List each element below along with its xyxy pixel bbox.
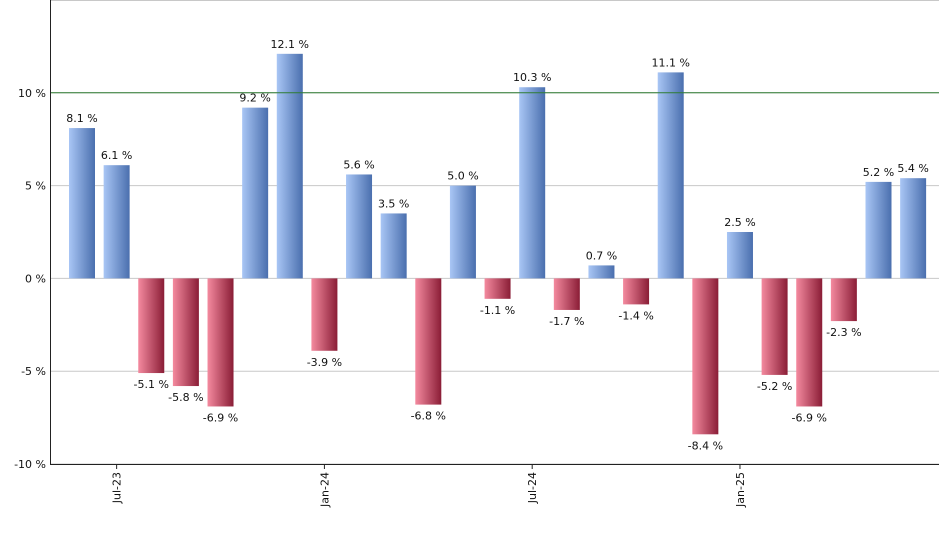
data-label: 3.5 % (378, 197, 409, 210)
data-label: 8.1 % (66, 112, 97, 125)
data-label: -5.1 % (134, 378, 169, 391)
bar (519, 87, 546, 279)
data-label: 5.2 % (863, 166, 894, 179)
bar (242, 107, 269, 279)
bar (346, 174, 373, 279)
data-label: -6.9 % (792, 411, 827, 424)
data-label: 12.1 % (271, 38, 309, 51)
x-tick-label: Jan-24 (318, 472, 331, 508)
data-label: 2.5 % (724, 216, 755, 229)
bar (311, 278, 338, 351)
data-label: -5.8 % (168, 391, 203, 404)
x-tick-label: Jul-23 (111, 472, 124, 504)
y-tick-label: 10 % (18, 87, 46, 100)
bar (657, 72, 684, 279)
data-label: 5.0 % (447, 170, 478, 183)
bar (380, 213, 407, 279)
data-label: -6.9 % (203, 411, 238, 424)
data-label: -8.4 % (688, 439, 723, 452)
data-label: 5.4 % (897, 162, 928, 175)
data-label: -1.7 % (549, 315, 584, 328)
y-tick-label: -10 % (14, 458, 46, 471)
bar (103, 165, 130, 279)
bar (900, 178, 927, 279)
bar (761, 278, 788, 375)
bar (830, 278, 857, 322)
data-label: 9.2 % (239, 92, 270, 105)
y-tick-label: 5 % (25, 180, 46, 193)
data-label: 10.3 % (513, 71, 551, 84)
bar (553, 278, 580, 310)
bar (692, 278, 719, 435)
data-label: -2.3 % (826, 326, 861, 339)
data-label: -6.8 % (411, 410, 446, 423)
bar (138, 278, 165, 374)
bar (69, 128, 95, 279)
x-tick-label: Jul-24 (526, 472, 539, 504)
bar (276, 53, 303, 279)
data-label: -5.2 % (757, 380, 792, 393)
axes: -10 % -5 % 0 % 5 % 10 % Jul-23 Jan-24 Jul-24 Jan… (14, 0, 939, 508)
bar (172, 278, 199, 387)
bars (69, 53, 927, 435)
y-tick-label: 0 % (25, 272, 46, 285)
data-label: 0.7 % (586, 249, 617, 262)
bar (796, 278, 823, 407)
bar (207, 278, 234, 407)
bar (415, 278, 442, 405)
data-label: -3.9 % (307, 356, 342, 369)
y-tick-label: -5 % (21, 365, 46, 378)
bar (449, 185, 476, 279)
data-label: 6.1 % (101, 149, 132, 162)
bar (726, 232, 753, 279)
bar (588, 265, 615, 279)
data-label: 5.6 % (343, 158, 374, 171)
value-labels: 8.1 %6.1 %-5.1 %-5.8 %-6.9 %9.2 %12.1 %-… (66, 38, 929, 452)
bar (623, 278, 650, 305)
bar (484, 278, 511, 299)
x-tick-label: Jan-25 (734, 472, 747, 508)
data-label: -1.4 % (618, 309, 653, 322)
bar (865, 181, 892, 279)
data-label: -1.1 % (480, 304, 515, 317)
data-label: 11.1 % (651, 56, 689, 69)
